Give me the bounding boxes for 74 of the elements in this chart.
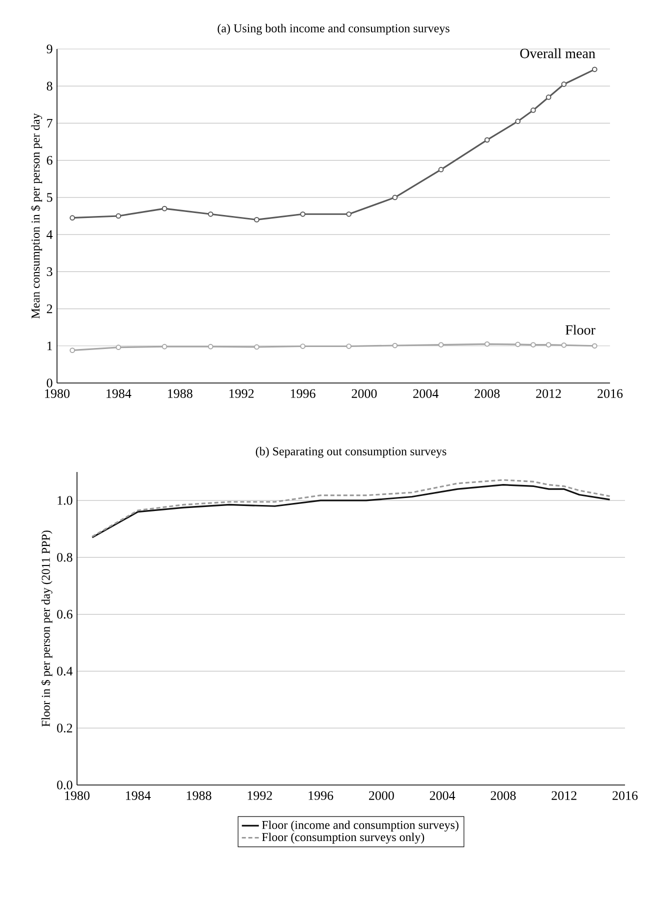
y-tick-label: 2 xyxy=(46,304,52,314)
point xyxy=(208,344,214,350)
x-tick-label: 2016 xyxy=(598,389,623,398)
chart-title: (a) Using both income and consumption surveys xyxy=(218,24,450,35)
series-label: Floor xyxy=(566,324,596,335)
x-tick-label: 2000 xyxy=(369,791,394,800)
point xyxy=(392,342,398,348)
point xyxy=(561,82,567,87)
y-tick-label: 5 xyxy=(47,193,52,202)
x-tick-label: 2000 xyxy=(352,389,377,398)
y-tick-label: 1 xyxy=(47,342,52,350)
x-tick-label: 1988 xyxy=(186,791,212,800)
y-tick-label: 7 xyxy=(47,118,52,128)
y-tick-label: 4 xyxy=(46,230,53,239)
x-tick-label: 2008 xyxy=(490,791,516,800)
x-tick-label: 1984 xyxy=(126,791,151,800)
y-tick-label: 9 xyxy=(46,44,52,54)
y-tick-label: 0.8 xyxy=(57,552,72,562)
x-tick-label: 2012 xyxy=(552,791,576,800)
point xyxy=(530,342,536,348)
point xyxy=(592,66,598,72)
point xyxy=(438,166,444,172)
point xyxy=(592,343,598,349)
x-tick-label: 1988 xyxy=(168,389,192,398)
point xyxy=(254,217,260,222)
point xyxy=(162,206,168,212)
x-tick-label: 1984 xyxy=(106,389,132,398)
y-axis-title: Floor in $ per person per day (2011 PPP) xyxy=(41,530,52,727)
series-label: Overall mean xyxy=(520,48,596,58)
y-tick-label: 6 xyxy=(46,156,52,165)
point xyxy=(561,342,567,348)
point xyxy=(116,213,122,219)
point xyxy=(515,342,521,348)
chart-title: (b) Separating out consumption surveys xyxy=(256,446,446,458)
y-tick-label: 0.6 xyxy=(57,610,72,619)
legend-label: Floor (consumption surveys only) xyxy=(262,832,424,844)
point xyxy=(208,211,214,217)
y-tick-label: 0.4 xyxy=(57,666,73,676)
point xyxy=(300,211,306,217)
x-tick-label: 1980 xyxy=(45,389,70,398)
point xyxy=(70,215,76,221)
point xyxy=(70,348,76,354)
x-tick-label: 2004 xyxy=(413,389,438,398)
point xyxy=(515,118,521,124)
x-tick-label: 2004 xyxy=(430,791,456,800)
x-tick-label: 1996 xyxy=(308,791,334,800)
x-tick-label: 1996 xyxy=(290,389,316,398)
y-tick-label: 0 xyxy=(46,378,52,388)
point xyxy=(346,344,352,349)
point xyxy=(438,342,444,348)
y-tick-label: 0.2 xyxy=(57,724,72,733)
x-tick-label: 1992 xyxy=(248,791,272,800)
y-tick-label: 1.0 xyxy=(58,496,72,505)
y-tick-label: 3 xyxy=(46,267,52,276)
x-tick-label: 2016 xyxy=(612,791,638,800)
point xyxy=(530,108,536,113)
x-tick-label: 2012 xyxy=(536,389,561,398)
legend-label: Floor (income and consumption surveys) xyxy=(262,820,458,832)
point xyxy=(484,341,490,347)
point xyxy=(254,344,260,350)
point xyxy=(346,211,352,217)
x-tick-label: 1992 xyxy=(229,389,254,398)
point xyxy=(546,342,552,348)
x-tick-label: 2008 xyxy=(474,389,500,398)
point xyxy=(546,94,552,100)
y-tick-label: 8 xyxy=(46,82,52,90)
point xyxy=(300,344,306,349)
point xyxy=(484,137,490,143)
point xyxy=(116,344,122,350)
point xyxy=(392,194,398,200)
y-tick-label: 0.0 xyxy=(57,780,72,790)
x-tick-label: 1980 xyxy=(65,791,90,800)
y-axis-title: Mean consumption in $ per person per day xyxy=(30,113,42,318)
point xyxy=(162,344,168,350)
